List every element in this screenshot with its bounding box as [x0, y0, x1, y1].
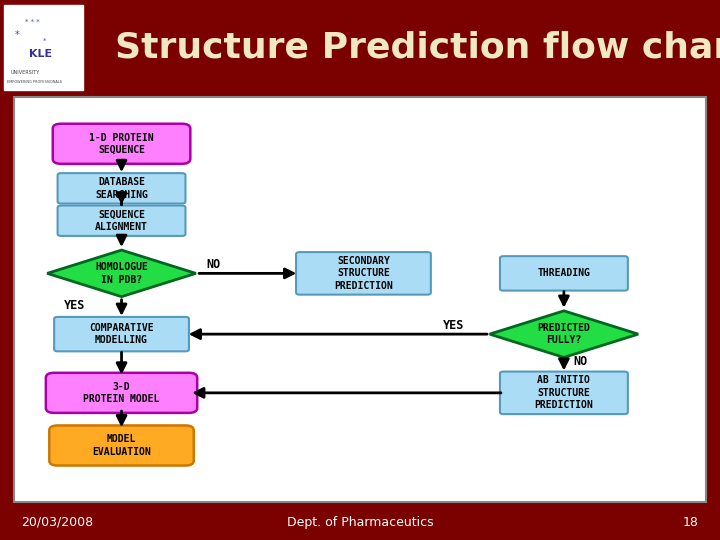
Text: MODEL
EVALUATION: MODEL EVALUATION — [92, 434, 151, 457]
FancyBboxPatch shape — [54, 317, 189, 352]
Text: KLE: KLE — [29, 49, 52, 59]
Text: SECONDARY
STRUCTURE
PREDICTION: SECONDARY STRUCTURE PREDICTION — [334, 256, 393, 291]
Text: COMPARATIVE
MODELLING: COMPARATIVE MODELLING — [89, 323, 154, 345]
Text: EMPOWERING PROFESSIONALS: EMPOWERING PROFESSIONALS — [7, 80, 62, 84]
Text: 20/03/2008: 20/03/2008 — [22, 516, 94, 529]
Text: AB INITIO
STRUCTURE
PREDICTION: AB INITIO STRUCTURE PREDICTION — [534, 375, 593, 410]
FancyBboxPatch shape — [500, 372, 628, 414]
Text: UNIVERSITY: UNIVERSITY — [11, 70, 40, 75]
Polygon shape — [48, 250, 196, 296]
Polygon shape — [490, 311, 638, 357]
Text: NO: NO — [573, 355, 587, 368]
Text: 3-D
PROTEIN MODEL: 3-D PROTEIN MODEL — [84, 382, 160, 404]
FancyBboxPatch shape — [58, 173, 186, 204]
FancyBboxPatch shape — [49, 426, 194, 465]
FancyBboxPatch shape — [296, 252, 431, 295]
Text: *: * — [43, 37, 47, 44]
FancyBboxPatch shape — [500, 256, 628, 291]
FancyBboxPatch shape — [53, 124, 190, 164]
Text: YES: YES — [64, 299, 86, 312]
Text: DATABASE
SEARCHING: DATABASE SEARCHING — [95, 177, 148, 199]
Text: YES: YES — [443, 319, 464, 332]
FancyBboxPatch shape — [4, 5, 83, 90]
Text: NO: NO — [207, 258, 221, 271]
Text: Dept. of Pharmaceutics: Dept. of Pharmaceutics — [287, 516, 433, 529]
Text: 1-D PROTEIN
SEQUENCE: 1-D PROTEIN SEQUENCE — [89, 133, 154, 155]
Text: HOMOLOGUE
IN PDB?: HOMOLOGUE IN PDB? — [95, 262, 148, 285]
FancyBboxPatch shape — [58, 206, 186, 236]
Text: PREDICTED
FULLY?: PREDICTED FULLY? — [537, 323, 590, 345]
Text: SEQUENCE
ALIGNMENT: SEQUENCE ALIGNMENT — [95, 210, 148, 232]
FancyBboxPatch shape — [14, 97, 706, 502]
Text: Structure Prediction flow chart: Structure Prediction flow chart — [115, 30, 720, 64]
FancyBboxPatch shape — [46, 373, 197, 413]
Text: * * *: * * * — [25, 18, 40, 25]
Text: THREADING: THREADING — [537, 268, 590, 279]
Text: 18: 18 — [683, 516, 698, 529]
Text: *: * — [14, 30, 19, 40]
